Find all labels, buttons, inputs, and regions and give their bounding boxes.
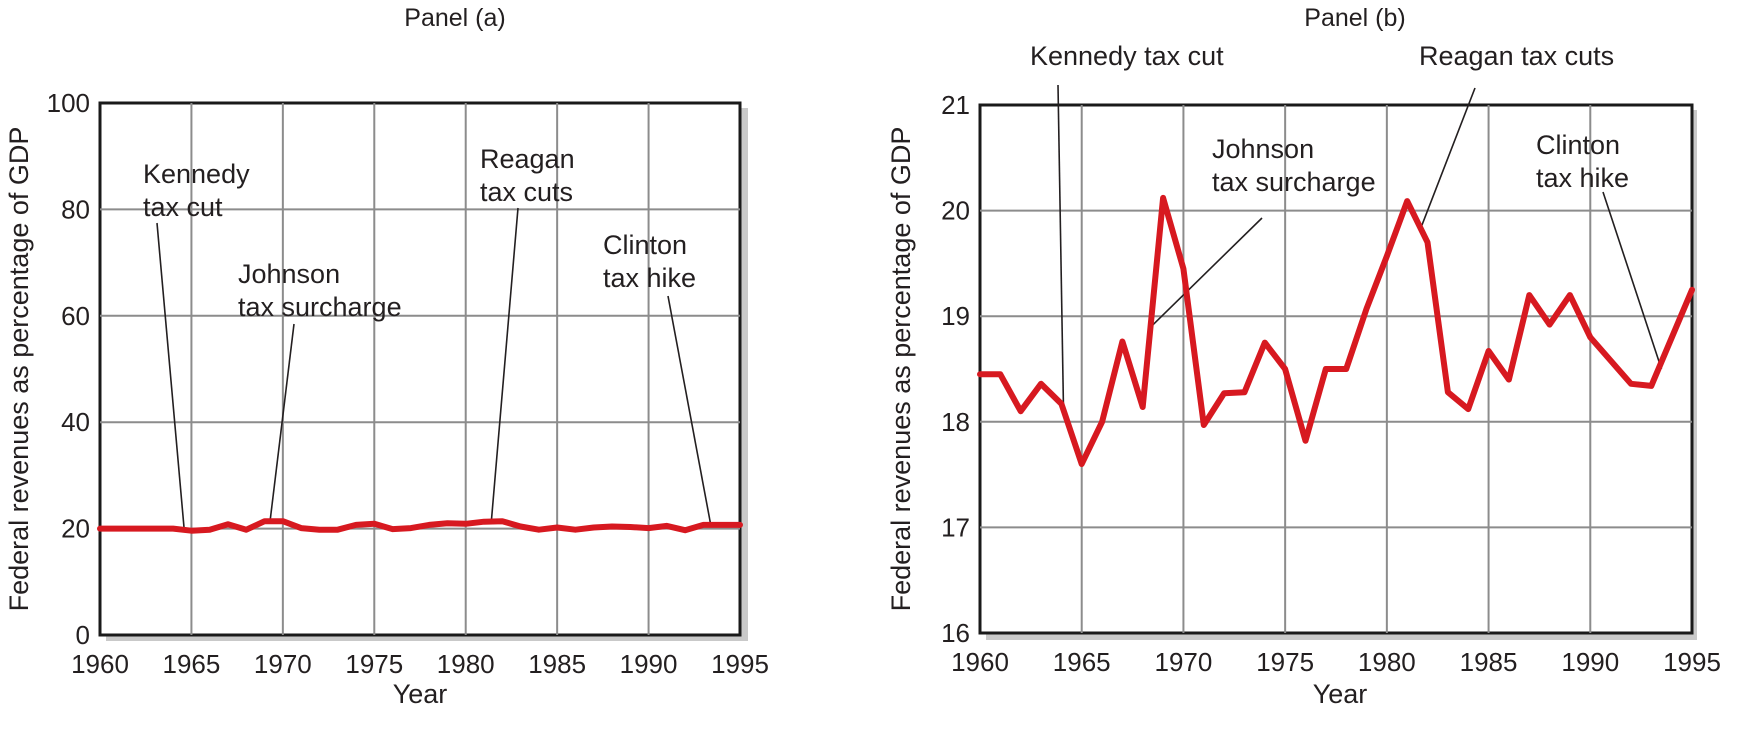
panel-b-annotation-label: Clinton tax hike (1536, 130, 1629, 193)
panel-a-revenue-line (97, 518, 743, 534)
panel-b-series (977, 194, 1695, 467)
panel-a-annotation-label: Johnson tax surcharge (238, 259, 402, 322)
panel-b-x-tick-label: 1990 (1561, 647, 1619, 677)
panel-b-x-tick-label: 1985 (1460, 647, 1518, 677)
panel-b-x-tick-label: 1960 (951, 647, 1009, 677)
panel-a-annotation-leader-line (156, 222, 185, 529)
panel-b-y-tick-label: 21 (941, 90, 970, 120)
panel-a-title: Panel (a) (404, 4, 505, 32)
panel-b-y-tick-label: 17 (941, 512, 970, 542)
panel-a-x-tick-label: 1985 (528, 649, 586, 679)
panel-b-chart: Panel (b) 1960 1965 1970 1975 1980 1985 1990 19… (886, 4, 1721, 709)
panel-b-x-tick-label: 1970 (1155, 647, 1213, 677)
panel-a-annotation-leaders (156, 207, 712, 529)
panel-a-y-axis-title: Federal revenues as percentage of GDP (4, 127, 34, 612)
panel-b-y-tick-label: 20 (941, 196, 970, 226)
panel-a-x-tick-label: 1995 (711, 649, 769, 679)
panel-a-chart: Panel (a) 1960 1965 1970 1975 1980 1985 1990 19… (4, 4, 769, 709)
panel-b-title: Panel (b) (1304, 4, 1405, 32)
panel-a-y-tick-label: 60 (61, 301, 90, 331)
panel-a-annotation-label: Kennedy tax cut (143, 159, 250, 222)
panel-b-x-tick-label: 1980 (1358, 647, 1416, 677)
panel-a-y-tick-label: 80 (61, 194, 90, 224)
panel-a-y-tick-label: 0 (76, 620, 90, 650)
panel-b-x-tick-label: 1965 (1053, 647, 1111, 677)
panel-b-revenue-line (977, 194, 1695, 467)
panel-a-y-tick-label: 40 (61, 407, 90, 437)
panel-a-x-tick-label: 1970 (254, 649, 312, 679)
panel-a-annotations: Kennedy tax cut Johnson tax surcharge Reagan… (143, 144, 696, 322)
panel-a-tick-labels: 1960 1965 1970 1975 1980 1985 1990 1995 0 20 40 60 8… (47, 88, 769, 679)
panel-b-x-tick-label: 1995 (1663, 647, 1721, 677)
panel-a-annotation-leader-line (667, 295, 712, 526)
panel-b-y-tick-label: 19 (941, 301, 970, 331)
panel-a-x-axis-title: Year (393, 679, 448, 709)
panel-a-annotation-label: Clinton tax hike (603, 230, 696, 293)
panel-b-annotation-leader-line (1420, 87, 1476, 227)
panel-a-y-tick-label: 100 (47, 88, 90, 118)
panel-a-x-tick-label: 1990 (620, 649, 678, 679)
panel-a-x-tick-label: 1975 (345, 649, 403, 679)
panel-b-annotation-leader-line (1057, 84, 1065, 404)
panel-a-annotation-leader-line (490, 207, 519, 522)
panel-a-y-tick-label: 20 (61, 514, 90, 544)
panel-b-y-tick-label: 16 (941, 618, 970, 648)
panel-b-tick-labels: 1960 1965 1970 1975 1980 1985 1990 1995 16 17 18 19… (941, 90, 1721, 677)
panel-a-x-tick-label: 1960 (71, 649, 129, 679)
panel-b-gridlines (980, 105, 1692, 633)
panel-a-series (97, 518, 743, 534)
panel-b-annotation-label: Johnson tax surcharge (1212, 134, 1376, 197)
panel-a-x-tick-label: 1965 (163, 649, 221, 679)
panel-b-annotation-leader-line (1150, 217, 1263, 328)
panel-b-annotation-leader-line (1602, 191, 1663, 370)
panel-a-annotation-leader-line (269, 323, 295, 522)
panel-b-y-axis-title: Federal revenues as percentage of GDP (886, 127, 916, 612)
panel-b-annotation-label: Reagan tax cuts (1419, 41, 1614, 71)
panel-a-plot-area (98, 101, 742, 637)
panel-a-annotation-label: Reagan tax cuts (480, 144, 575, 207)
panel-b-annotation-leaders (1057, 84, 1663, 404)
panel-a-x-tick-label: 1980 (437, 649, 495, 679)
panel-b-y-tick-label: 18 (941, 407, 970, 437)
panel-b-annotations: Kennedy tax cut Johnson tax surcharge Reaga… (1030, 41, 1629, 197)
panel-b-x-axis-title: Year (1313, 679, 1368, 709)
panel-b-x-tick-label: 1975 (1256, 647, 1314, 677)
panel-b-annotation-label: Kennedy tax cut (1030, 41, 1224, 71)
